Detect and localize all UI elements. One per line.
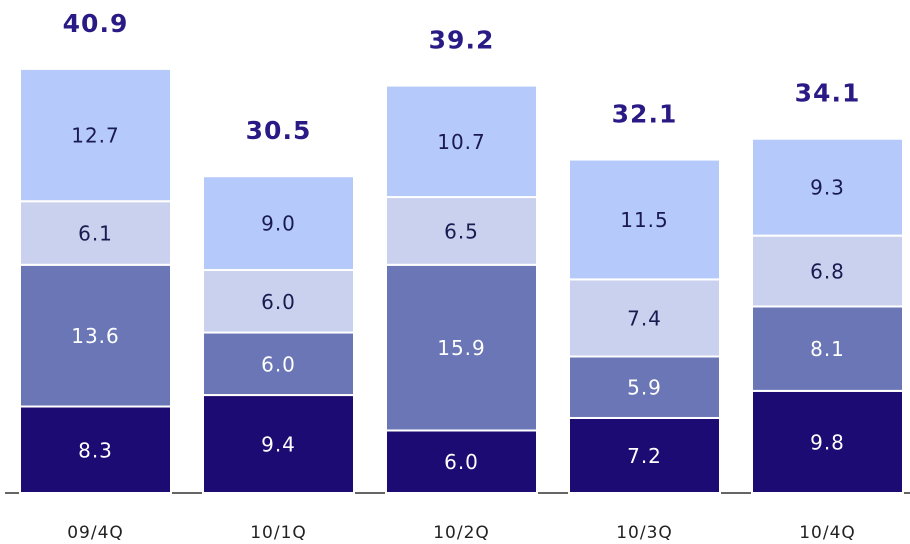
total-label: 32.1 xyxy=(612,100,678,129)
segment-label: 6.5 xyxy=(444,219,479,243)
bar-segment xyxy=(385,263,538,432)
segment-label: 5.9 xyxy=(627,376,662,400)
segment-label: 8.1 xyxy=(810,337,845,361)
segment-label: 9.8 xyxy=(810,430,845,454)
bar-segment xyxy=(568,278,721,358)
bar-segment xyxy=(202,331,355,397)
bar-segment xyxy=(202,269,355,334)
bar-segment xyxy=(568,416,721,495)
segment-label: 6.0 xyxy=(444,450,479,474)
x-tick-label: 09/4Q xyxy=(67,523,124,543)
segment-label: 9.4 xyxy=(261,433,296,457)
x-tick-label: 10/3Q xyxy=(616,523,673,543)
segment-label: 8.3 xyxy=(78,438,113,462)
x-tick-label: 10/1Q xyxy=(250,523,307,543)
segment-label: 7.2 xyxy=(627,444,662,468)
segment-label: 9.3 xyxy=(810,176,845,200)
bar-segment xyxy=(568,158,721,281)
bar-segment xyxy=(19,263,172,408)
segment-label: 15.9 xyxy=(437,336,486,360)
bar-segment xyxy=(751,137,904,237)
bar-segment xyxy=(385,196,538,266)
total-label: 30.5 xyxy=(246,116,312,145)
bar-segment xyxy=(385,84,538,199)
bar-segment xyxy=(19,405,172,495)
segment-label: 13.6 xyxy=(71,324,120,348)
segment-label: 6.0 xyxy=(261,290,296,314)
total-label: 39.2 xyxy=(429,26,495,55)
bar-segment xyxy=(751,234,904,308)
bar-segment xyxy=(751,305,904,392)
segment-label: 11.5 xyxy=(620,208,669,232)
bar-segment xyxy=(385,429,538,495)
x-tick-label: 10/4Q xyxy=(799,523,856,543)
bar-segment xyxy=(202,394,355,494)
segment-label: 6.1 xyxy=(78,222,113,246)
bar-segment xyxy=(568,355,721,419)
x-tick-label: 10/2Q xyxy=(433,523,490,543)
bar-segment xyxy=(202,175,355,272)
segment-label: 6.0 xyxy=(261,352,296,376)
bar-segment xyxy=(751,389,904,494)
total-label: 34.1 xyxy=(795,79,861,108)
bar-segment xyxy=(19,67,172,203)
segment-label: 7.4 xyxy=(627,306,662,330)
segment-label: 12.7 xyxy=(71,124,120,148)
segment-label: 6.8 xyxy=(810,260,845,284)
total-label: 40.9 xyxy=(63,9,129,38)
segment-label: 9.0 xyxy=(261,212,296,236)
segment-label: 10.7 xyxy=(437,130,486,154)
